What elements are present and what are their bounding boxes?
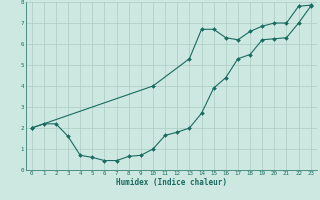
X-axis label: Humidex (Indice chaleur): Humidex (Indice chaleur)	[116, 178, 227, 187]
